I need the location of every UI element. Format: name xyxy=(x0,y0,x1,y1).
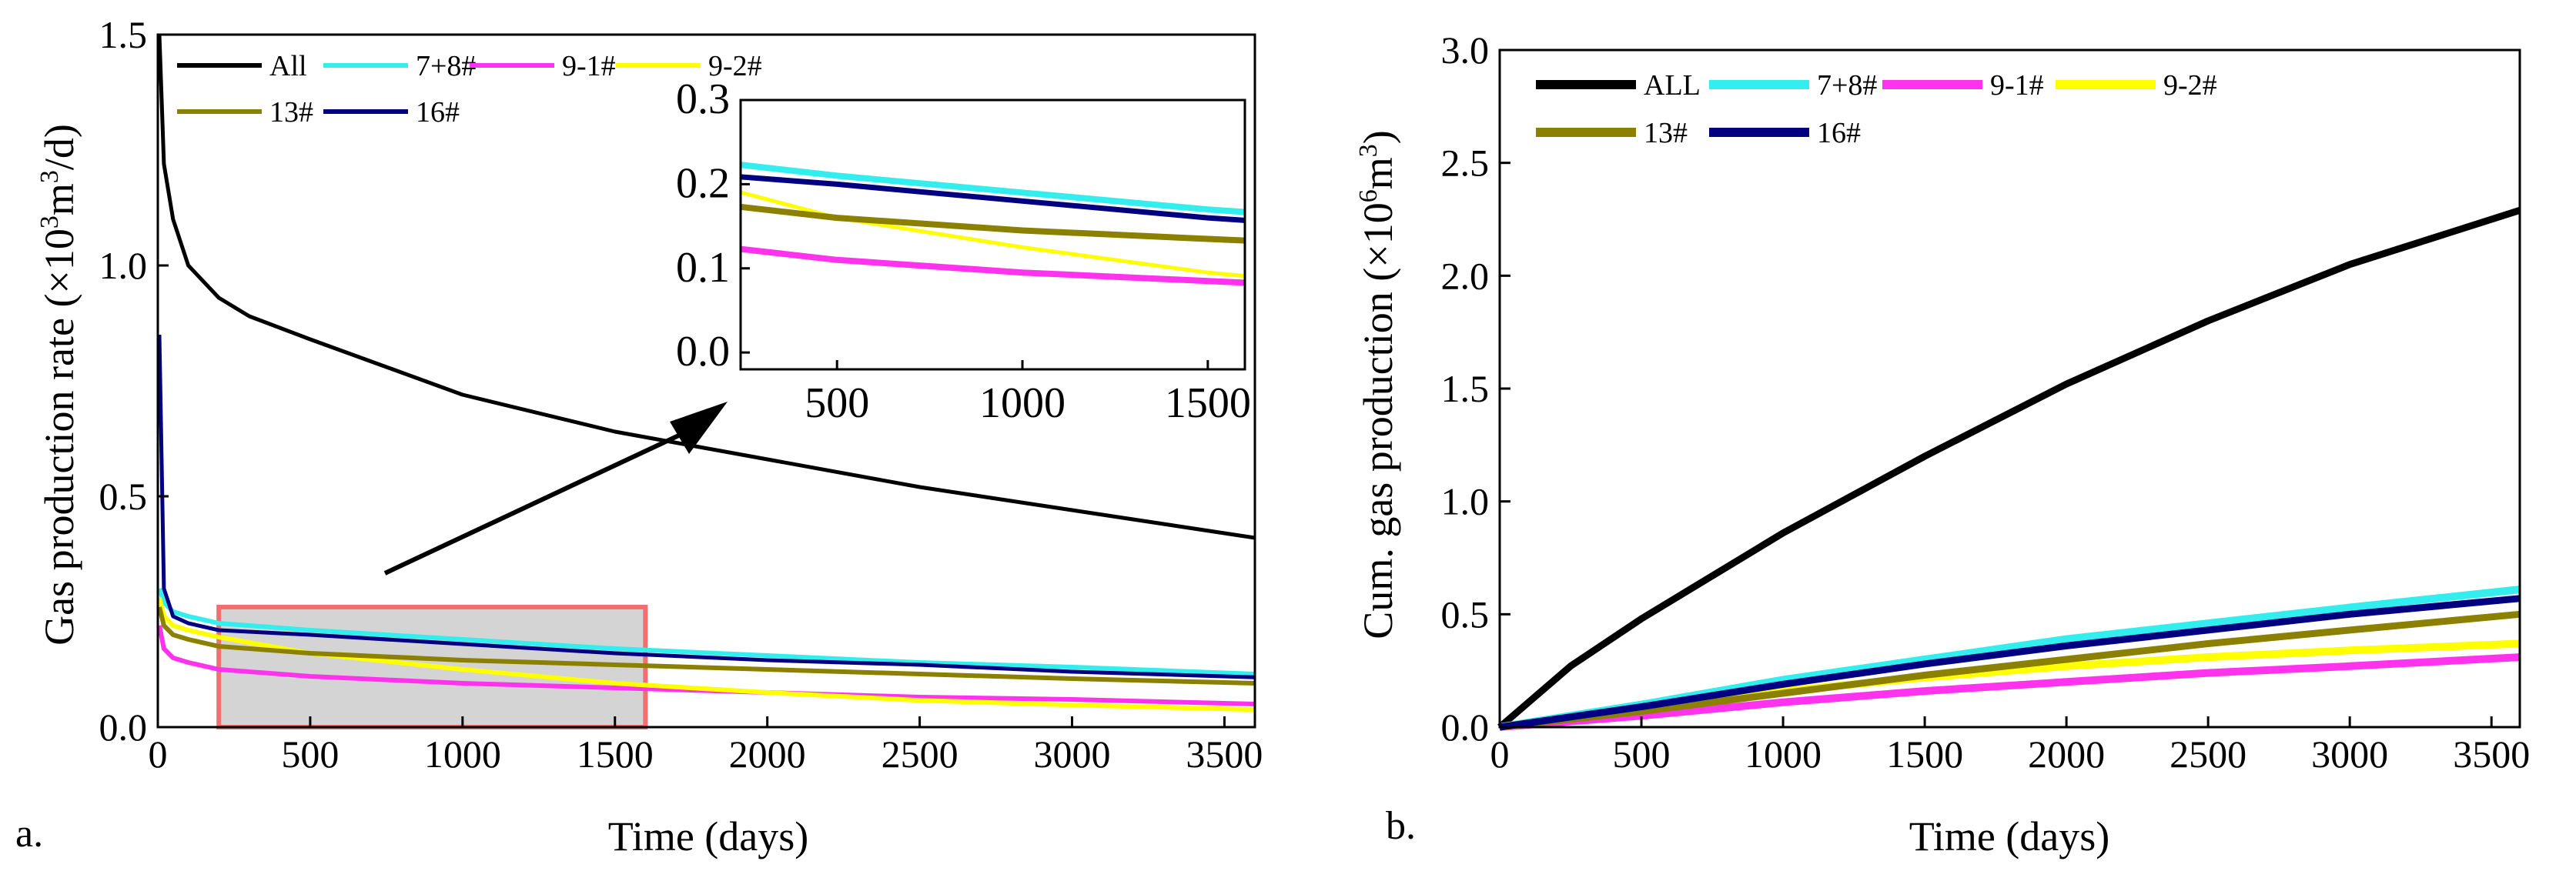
panel-a-series-16 xyxy=(157,334,1256,679)
panel-b-xtick-label: 0 xyxy=(1490,733,1510,776)
panel-b-x-label: Time (days) xyxy=(1909,813,2110,859)
panel-a-series-9-2 xyxy=(157,597,1256,712)
inset-xtick-label: 500 xyxy=(805,379,869,427)
panel-b-xtick-label: 2000 xyxy=(2028,733,2105,776)
panel-b-series-13 xyxy=(1499,610,2521,731)
panel-a-plot-frame xyxy=(156,33,1256,729)
panel-b-legend-label-7-8: 7+8# xyxy=(1817,69,1877,102)
inset-y-ticks: 0.0 0.1 0.2 0.3 xyxy=(676,75,750,375)
panel-b-series-9-1 xyxy=(1499,653,2521,731)
inset-series xyxy=(741,162,1245,286)
panel-a-x-label: Time (days) xyxy=(608,813,809,859)
panel-a-xtick-label: 3000 xyxy=(1034,733,1111,776)
panel-b-xtick-label: 3500 xyxy=(2453,733,2530,776)
panel-a-legend-label-7-8: 7+8# xyxy=(416,50,476,82)
inset-ytick-label: 0.0 xyxy=(676,328,730,375)
panel-a-legend-label-13: 13# xyxy=(269,96,313,128)
panel-a-xtick-label: 2500 xyxy=(882,733,958,776)
panel-b-ytick-label: 1.5 xyxy=(1441,367,1490,410)
inset-series-9-1 xyxy=(741,245,1245,286)
panel-a-legend: All 7+8# 9-1# 9-2# 13# 16# xyxy=(177,50,762,128)
panel-a-inset: 500 1000 1500 0.0 0.1 0.2 0.3 xyxy=(676,75,1251,427)
panel-a-xtick-label: 500 xyxy=(281,733,339,776)
panel-a-xtick-label: 1500 xyxy=(577,733,654,776)
inset-series-13 xyxy=(741,203,1245,244)
panel-b-legend-label-16: 16# xyxy=(1817,117,1861,149)
panel-a-legend-label-9-2: 9-2# xyxy=(708,50,762,82)
panel-a-y-ticks: 0.0 0.5 1.0 1.5 xyxy=(99,13,169,749)
panel-b-legend-label-13: 13# xyxy=(1644,117,1688,149)
panel-b-y-ticks: 0.0 0.5 1.0 1.5 2.0 2.5 3.0 xyxy=(1441,28,1510,749)
zoom-arrow xyxy=(383,402,728,576)
inset-xtick-label: 1000 xyxy=(979,379,1066,427)
panel-b-series xyxy=(1497,207,2521,731)
panel-a-series-13 xyxy=(157,606,1256,686)
panel-b-legend-label-9-2: 9-2# xyxy=(2163,69,2217,102)
panel-a-series xyxy=(157,34,1256,712)
panel-b-y-label: Cum. gas production (×106m3) xyxy=(1354,130,1401,639)
inset-frame xyxy=(739,98,1246,371)
panel-b-series-all xyxy=(1497,207,2521,730)
panel-b-xtick-label: 1000 xyxy=(1745,733,1822,776)
inset-series-7-8 xyxy=(741,162,1245,215)
panel-b-xtick-label: 500 xyxy=(1613,733,1671,776)
panel-a-series-9-1 xyxy=(157,625,1256,706)
panel-a-legend-label-9-1: 9-1# xyxy=(562,50,616,82)
panel-a-series-all xyxy=(157,34,1256,540)
panel-b-xtick-label: 3000 xyxy=(2311,733,2388,776)
panel-b-ytick-label: 3.0 xyxy=(1441,28,1490,72)
panel-b-legend: ALL 7+8# 9-1# 9-2# 13# 16# xyxy=(1536,69,2217,149)
panel-b: 0 500 1000 1500 2000 2500 3000 3500 0.0 0.5 1.0 1.… xyxy=(1354,28,2530,859)
panel-a: 0 500 1000 1500 2000 2500 3000 3500 0.0 0.5 1.0 1.… xyxy=(15,13,1263,859)
inset-series-9-2 xyxy=(741,190,1245,279)
panel-a-legend-label-all: All xyxy=(269,50,307,82)
panel-a-xtick-label: 3500 xyxy=(1186,733,1263,776)
panel-a-legend-label-16: 16# xyxy=(416,96,460,128)
panel-b-ytick-label: 2.5 xyxy=(1441,142,1490,185)
inset-series-16 xyxy=(741,174,1245,223)
panel-a-x-ticks: 0 500 1000 1500 2000 2500 3000 3500 xyxy=(149,716,1263,776)
panel-b-legend-label-9-1: 9-1# xyxy=(1990,69,2044,102)
panel-b-x-ticks: 0 500 1000 1500 2000 2500 3000 3500 xyxy=(1490,716,2530,776)
inset-ytick-label: 0.2 xyxy=(676,159,730,207)
panel-b-series-16 xyxy=(1499,595,2521,731)
inset-xtick-label: 1500 xyxy=(1165,379,1251,427)
panel-b-ytick-label: 0.0 xyxy=(1441,706,1490,749)
panel-a-ytick-label: 1.0 xyxy=(99,244,148,287)
panel-b-xtick-label: 2500 xyxy=(2170,733,2246,776)
panel-b-ytick-label: 1.0 xyxy=(1441,480,1490,523)
panel-a-ytick-label: 0.0 xyxy=(99,706,148,749)
panel-a-y-label: Gas production rate (×103m3/d) xyxy=(35,124,82,646)
panel-b-ytick-label: 2.0 xyxy=(1441,254,1490,297)
panel-a-xtick-label: 2000 xyxy=(729,733,806,776)
panel-b-xtick-label: 1500 xyxy=(1886,733,1963,776)
panel-a-ytick-label: 1.5 xyxy=(99,13,148,56)
panel-b-legend-label-all: ALL xyxy=(1644,69,1701,102)
panel-a-ytick-label: 0.5 xyxy=(99,475,148,518)
panel-a-label: a. xyxy=(15,812,43,856)
inset-x-ticks: 500 1000 1500 xyxy=(805,360,1251,427)
panel-a-xtick-label: 0 xyxy=(149,733,168,776)
inset-ytick-label: 0.3 xyxy=(676,75,730,123)
panel-a-xtick-label: 1000 xyxy=(424,733,501,776)
panel-b-label: b. xyxy=(1386,804,1416,848)
panel-b-ytick-label: 0.5 xyxy=(1441,592,1490,636)
inset-ytick-label: 0.1 xyxy=(676,244,730,292)
